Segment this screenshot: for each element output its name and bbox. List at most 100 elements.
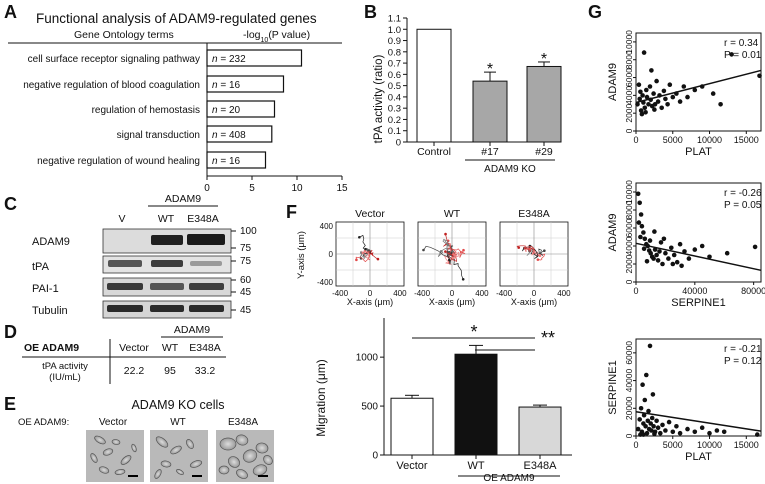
g-x-tick-label: 5000 <box>663 440 683 450</box>
g-x-tick-label: 40000 <box>682 286 707 296</box>
b-x-tick-label: #17 <box>481 146 499 158</box>
b-y-tick-label: 0.1 <box>388 126 401 137</box>
a-bar-count-label: n = 20 <box>212 105 241 116</box>
pvalue-header: -log10(P value) <box>243 29 310 44</box>
g-y-tick-label: 10000 <box>624 180 634 204</box>
b-y-axis-label: tPA activity (ratio) <box>373 55 385 144</box>
b-x-tick-label: Control <box>417 146 451 158</box>
c-band-tpa-e348a <box>190 261 222 266</box>
panel-letter-d: D <box>4 322 17 342</box>
panel-letter-c: C <box>4 194 17 214</box>
g-scatter-point <box>692 429 698 435</box>
f-track-endpoint <box>451 256 455 260</box>
e-cell <box>242 449 258 463</box>
e-cell <box>263 455 273 465</box>
g-scatter-point <box>637 417 642 422</box>
c-marker-60: 60 <box>240 275 252 286</box>
c-lane-v: V <box>118 213 125 225</box>
g-scatter-point <box>671 252 677 258</box>
panel-letter-e: E <box>4 394 16 414</box>
f-track-endpoint <box>536 258 540 261</box>
a-bar <box>206 125 273 143</box>
g-x-tick-label: 10000 <box>697 440 722 450</box>
e-cell <box>102 448 114 456</box>
e-title: ADAM9 KO cells <box>131 398 224 412</box>
g-fit-line <box>635 411 762 432</box>
c-band-tpa-v <box>108 260 142 267</box>
g-scatter-point <box>649 68 654 73</box>
g-y-tick-label: 2000 <box>624 103 634 122</box>
g-y-axis-label: ADAM9 <box>607 214 619 252</box>
a-category-label: cell surface receptor signaling pathway <box>28 54 200 65</box>
g-scatter-point <box>677 99 683 104</box>
c-adam9-header: ADAM9 <box>165 193 201 205</box>
g-p-value: P = 0.12 <box>724 356 762 367</box>
b-significance-star: * <box>487 61 493 78</box>
f-cell-track <box>451 251 460 260</box>
e-cell <box>189 460 203 468</box>
f-track-x-label: X-axis (μm) <box>347 297 393 307</box>
g-scatter-point <box>674 424 679 429</box>
f-cell-track <box>523 245 535 255</box>
g-scatter-point <box>655 258 661 263</box>
g-fit-line <box>635 69 762 104</box>
g-scatter-point <box>644 94 650 100</box>
g-scatter-point <box>648 250 653 256</box>
b-y-tick-label: 1.0 <box>388 25 401 36</box>
f-oe-label: OE ADAM9 <box>483 473 535 484</box>
g-x-tick-label: 10000 <box>697 135 722 145</box>
g-scatter-point <box>699 425 705 431</box>
e-cell <box>131 443 137 453</box>
g-scatter-point <box>718 102 723 107</box>
g-y-tick-label: 40000 <box>624 368 634 392</box>
g-x-tick-label: 80000 <box>741 286 765 296</box>
g-scatter-point <box>639 111 645 117</box>
a-category-label: negative regulation of wound healing <box>37 156 200 167</box>
f-cell-track <box>359 234 371 254</box>
f-migration-y-label: Migration (μm) <box>314 359 328 437</box>
g-scatter-point <box>682 249 687 254</box>
g-y-tick-label: 4000 <box>624 236 634 255</box>
panel-a-title: Functional analysis of ADAM9-regulated g… <box>36 11 317 26</box>
e-cell <box>90 453 98 463</box>
c-band-adam9-wt <box>151 235 183 245</box>
g-scatter-point <box>649 415 655 421</box>
f-track-y-tick-label: 0 <box>329 250 334 259</box>
g-scatter-point <box>654 252 659 258</box>
g-y-tick-label: 2000 <box>624 254 634 273</box>
g-scatter-point <box>670 94 676 100</box>
g-scatter-point <box>654 418 659 424</box>
b-y-tick-label: 0.4 <box>388 92 401 103</box>
b-bar <box>526 65 562 143</box>
f-bar <box>518 406 562 456</box>
g-scatter-point <box>661 88 667 94</box>
f-cell-track <box>445 251 458 262</box>
g-x-axis-label: PLAT <box>685 146 712 158</box>
f-bar <box>390 397 434 456</box>
g-scatter-point <box>647 238 653 243</box>
g-scatter-point <box>686 256 692 261</box>
b-y-tick-label: 0.5 <box>388 81 401 92</box>
a-x-tick-label: 10 <box>291 183 303 194</box>
g-scatter-point <box>669 245 674 251</box>
b-y-tick-label: 1.1 <box>388 14 401 25</box>
f-y-axis-track-label: Y-axis (μm) <box>296 231 307 279</box>
d-col-wt: WT <box>162 342 179 354</box>
a-category-label: signal transduction <box>117 130 200 141</box>
g-scatter-point <box>663 428 668 433</box>
g-scatter-point <box>647 343 653 349</box>
g-x-tick-label: 5000 <box>663 135 683 145</box>
b-significance-star: * <box>541 51 547 68</box>
c-marker-45b: 45 <box>240 305 252 316</box>
g-scatter-point <box>714 428 720 433</box>
b-ko-label: ADAM9 KO <box>484 164 536 175</box>
f-track-endpoint <box>517 246 521 249</box>
f-y-tick-label: 500 <box>361 402 378 413</box>
c-band-pai1-wt <box>150 283 184 290</box>
b-y-tick-label: 0.8 <box>388 47 401 58</box>
g-scatter-point <box>655 425 661 431</box>
e-cell <box>218 465 230 475</box>
g-scatter-point <box>707 430 712 436</box>
g-scatter-point <box>685 94 690 100</box>
g-scatter-point <box>660 422 665 428</box>
